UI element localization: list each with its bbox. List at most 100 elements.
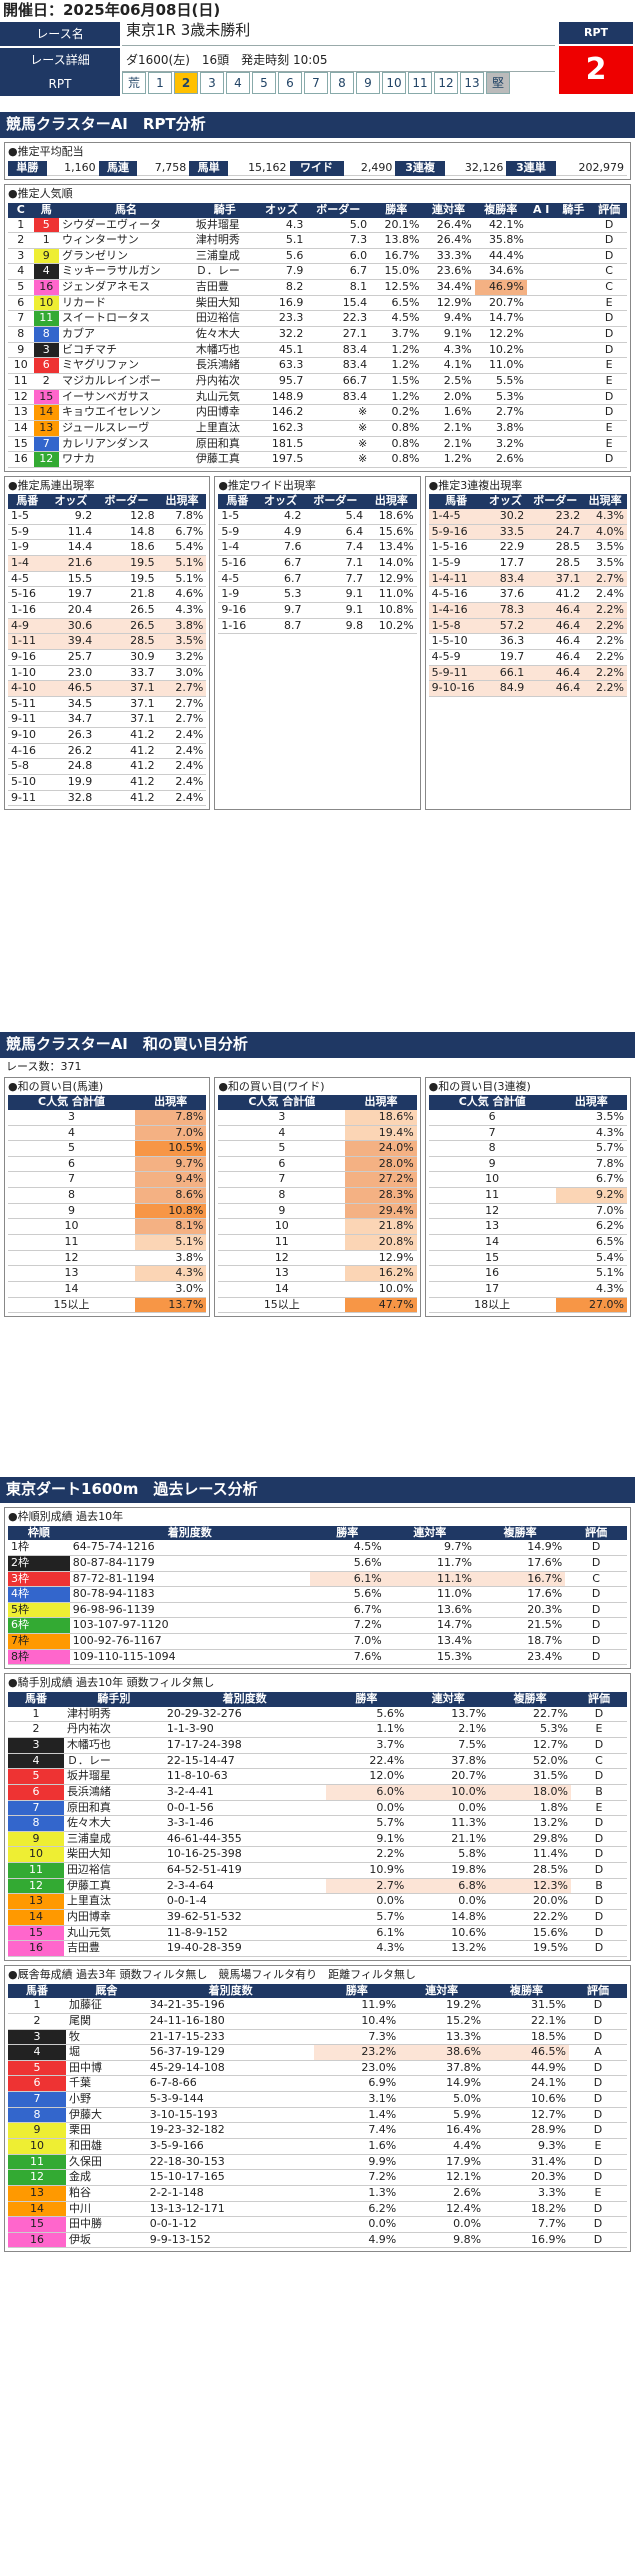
- table-cell: 45-29-14-108: [146, 2060, 315, 2077]
- table-cell: 23.6%: [422, 263, 475, 281]
- table-cell: 15.6%: [366, 524, 417, 541]
- table-cell: 34.4%: [422, 279, 475, 296]
- table-row: 1-5-8 57.2 46.4 2.2%: [428, 618, 627, 635]
- table-cell: 10.0%: [407, 1784, 490, 1801]
- table-cell: D: [571, 1862, 627, 1879]
- table-row: 6 千葉 6-7-8-66 6.9% 14.9% 24.1% D: [8, 2075, 627, 2093]
- table-cell: 19.2%: [399, 1998, 485, 2014]
- table-cell: 5-10: [8, 774, 47, 791]
- table-cell: ※: [306, 404, 371, 421]
- table-cell: 13: [218, 1265, 346, 1282]
- table-cell: 13.2%: [489, 1815, 571, 1832]
- table-cell: 3.0%: [157, 665, 207, 682]
- table-cell: 10.9%: [325, 1862, 408, 1879]
- table-cell: 8枠: [8, 1649, 70, 1666]
- column-header: 複勝率: [489, 1692, 571, 1707]
- table-cell: 33.7: [95, 665, 158, 682]
- table-cell: 木幡巧也: [63, 1737, 164, 1754]
- table-cell: 19.7: [46, 586, 96, 603]
- table-cell: 8: [428, 1140, 556, 1157]
- table-cell: 22-18-30-153: [146, 2154, 315, 2171]
- table-cell: 22.2%: [489, 1909, 571, 1926]
- table-row: 13 上里直汰 0-0-1-4 0.0% 0.0% 20.0% D: [8, 1893, 627, 1911]
- table-cell: 36.3: [483, 633, 528, 650]
- table-cell: 11.1%: [384, 1571, 475, 1588]
- table-cell: 3-5-9-166: [146, 2138, 315, 2155]
- table-cell: 13: [8, 1893, 64, 1911]
- table-row: 13 粕谷 2-2-1-148 1.3% 2.6% 3.3% E: [8, 2185, 627, 2202]
- table-cell: [526, 217, 556, 234]
- table-cell: 87-72-81-1194: [69, 1571, 310, 1588]
- table-cell: 22.4%: [325, 1753, 408, 1770]
- table-row: 3 木幡巧也 17-17-24-398 3.7% 7.5% 12.7% D: [8, 1737, 627, 1754]
- table-cell: 11.7%: [384, 1555, 475, 1572]
- table-cell: 4-16: [8, 743, 47, 760]
- table-cell: 6.7: [256, 571, 305, 588]
- table-row: 6枠 103-107-97-1120 7.2% 14.7% 21.5% D: [8, 1617, 627, 1635]
- table-row: 14 中川 13-13-12-171 6.2% 12.4% 18.2% D: [8, 2201, 627, 2218]
- table-row: 11 2 マジカルレインボー 丹内祐次 95.7 66.7 1.5% 2.5% 5.5% E: [8, 373, 627, 390]
- table-row: 9 10.8%: [8, 1203, 207, 1220]
- column-header: 出現率: [366, 494, 417, 510]
- table-cell: 5.6: [256, 248, 307, 265]
- table-cell: ※: [306, 420, 371, 437]
- table-row: 8枠 109-110-115-1094 7.6% 15.3% 23.4% D: [8, 1649, 627, 1666]
- table-cell: 5.1%: [134, 1234, 207, 1251]
- table-cell: D: [591, 310, 627, 328]
- table-cell: 16: [8, 451, 34, 468]
- sum-umaren-table: C人気 合計値 出現率 3 7.8% 4 7.0% 5 10.5% 6 9.7% 7 9.4% 8 8.6…: [8, 1095, 207, 1314]
- table-cell: 5.7%: [325, 1815, 408, 1832]
- table-row: 4-5-16 37.6 41.2 2.4%: [428, 586, 627, 603]
- table-cell: 0.0%: [407, 1800, 490, 1817]
- table-cell: 8: [8, 1815, 64, 1832]
- table-cell: 2.2%: [583, 680, 627, 697]
- table-cell: 1.2%: [370, 342, 423, 359]
- table-cell: 1-10: [8, 665, 47, 682]
- table-cell: 8.1: [306, 279, 371, 296]
- table-cell: D: [568, 2216, 627, 2233]
- table-cell: 12: [33, 451, 59, 468]
- table-cell: 7.0%: [555, 1203, 627, 1220]
- table-row: 9 7.8%: [428, 1156, 627, 1173]
- table-cell: 上里直汰: [63, 1893, 164, 1911]
- table-row: 5-16 6.7 7.1 14.0%: [218, 555, 417, 572]
- table-cell: 田中勝: [66, 2216, 147, 2233]
- table-cell: [526, 326, 556, 343]
- table-cell: 32.8: [46, 790, 96, 807]
- table-cell: 8: [8, 1187, 135, 1204]
- table-cell: 9: [8, 1203, 135, 1220]
- table-cell: 24.7: [527, 524, 584, 541]
- table-cell: 21.5%: [474, 1617, 566, 1635]
- table-cell: 46.5%: [484, 2044, 569, 2061]
- table-cell: 4.9%: [314, 2232, 400, 2249]
- table-cell: 19.5: [95, 571, 158, 588]
- table-cell: D: [565, 1555, 627, 1572]
- table-cell: 1-4-11: [428, 571, 484, 588]
- rpt-cell: 9: [356, 72, 380, 94]
- table-cell: 7: [218, 1171, 346, 1189]
- table-row: 11 9.2%: [428, 1187, 627, 1204]
- table-cell: 11.4%: [489, 1846, 571, 1864]
- table-cell: 6.9%: [314, 2075, 400, 2093]
- table-cell: D: [591, 404, 627, 421]
- table-cell: 4: [8, 1753, 64, 1770]
- table-row: 2 丹内祐次 1-1-3-90 1.1% 2.1% 5.3% E: [8, 1721, 627, 1738]
- table-cell: [526, 263, 556, 281]
- table-cell: 11: [218, 1234, 346, 1251]
- table-cell: 4: [8, 1125, 135, 1142]
- table-row: 1 加藤征 34-21-35-196 11.9% 19.2% 31.5% D: [8, 1998, 627, 2014]
- table-cell: 35.8%: [474, 232, 527, 249]
- table-cell: 5: [8, 1140, 135, 1157]
- table-row: 5 坂井瑠星 11-8-10-63 12.0% 20.7% 31.5% D: [8, 1768, 627, 1785]
- table-cell: [526, 232, 556, 249]
- table-cell: 24.8: [46, 758, 96, 775]
- table-cell: 46.4: [527, 633, 584, 650]
- table-cell: 12.7%: [484, 2107, 569, 2124]
- table-cell: 13.8%: [370, 232, 423, 249]
- table-cell: 0-0-1-12: [146, 2216, 315, 2233]
- table-cell: 丹内祐次: [63, 1721, 164, 1738]
- table-cell: 2.1%: [407, 1721, 490, 1738]
- table-cell: 27.0%: [555, 1297, 627, 1314]
- table-cell: 4-10: [8, 680, 47, 697]
- table-cell: 12.9%: [366, 571, 417, 588]
